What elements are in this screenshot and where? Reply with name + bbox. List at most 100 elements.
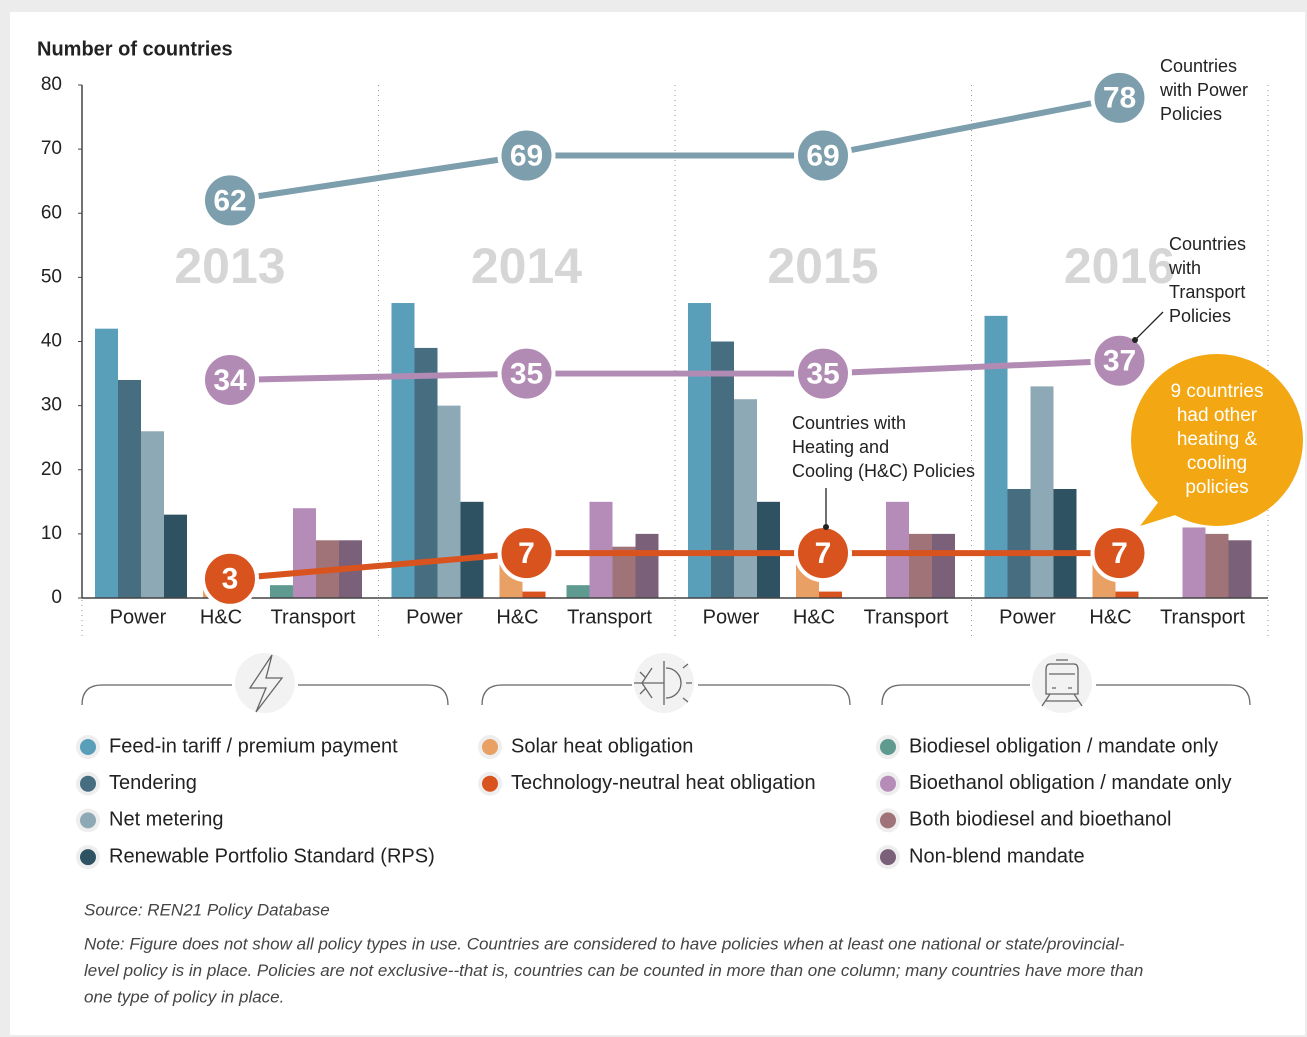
line-point [794, 344, 852, 403]
y-tick-label: 30 [41, 395, 62, 416]
line-annotation: with Power [1159, 80, 1248, 100]
bar [164, 514, 187, 598]
bar [734, 399, 757, 598]
bar [1205, 533, 1229, 598]
point-label: 69 [806, 139, 839, 172]
legend-swatch [482, 775, 498, 792]
y-tick-label: 60 [41, 202, 62, 223]
point-label: 69 [510, 139, 543, 172]
bar [460, 501, 484, 598]
legend-label: Solar heat obligation [511, 735, 693, 757]
bar [819, 591, 842, 598]
line [229, 94, 1121, 204]
bar [437, 405, 461, 598]
x-tick-label: Transport [271, 606, 356, 628]
callout-text: heating & [1177, 429, 1258, 450]
legend-swatch [880, 812, 896, 829]
year-label: 2016 [1064, 238, 1175, 294]
x-tick-label: H&C [200, 606, 242, 628]
year-label: 2015 [767, 238, 878, 294]
legend-swatch [80, 775, 96, 792]
bar [589, 501, 613, 598]
line-annotation: Countries with [792, 413, 906, 433]
legend-swatch [880, 739, 896, 755]
bar [293, 508, 316, 598]
bar [1053, 488, 1077, 598]
bar [886, 501, 909, 598]
bar [612, 546, 636, 598]
line-point [1090, 68, 1149, 127]
callout-text: cooling [1187, 453, 1247, 474]
note: level policy is in place. Policies are n… [84, 961, 1143, 980]
bar [1182, 527, 1206, 598]
note: one type of policy in place. [84, 987, 284, 1006]
legend-label: Tendering [109, 772, 197, 794]
line-point [1090, 524, 1149, 583]
legend-label: Non-blend mandate [909, 845, 1085, 867]
bar [932, 533, 955, 598]
callout-bubble [1140, 500, 1185, 526]
line-annotation: Cooling (H&C) Policies [792, 461, 975, 481]
legend-label: Bioethanol obligation / mandate only [909, 772, 1231, 794]
line-annotation: Transport [1169, 282, 1245, 302]
legend-swatch [80, 739, 96, 755]
x-tick-label: Transport [1160, 606, 1245, 628]
y-tick-label: 50 [41, 266, 62, 287]
line [229, 550, 1120, 582]
x-tick-label: Transport [567, 606, 652, 628]
y-tick-label: 20 [41, 459, 62, 480]
bar [757, 501, 780, 598]
card [10, 12, 1305, 1035]
y-axis-title: Number of countries [37, 38, 233, 60]
point-label: 7 [815, 537, 832, 570]
legend-swatch [80, 849, 96, 866]
point-label: 78 [1103, 82, 1136, 115]
point-label: 3 [222, 563, 239, 596]
legend-swatch [880, 849, 896, 866]
point-label: 7 [1111, 537, 1128, 570]
line-point [497, 344, 556, 403]
bar [711, 341, 734, 598]
callout-text: policies [1185, 477, 1248, 498]
leader-dot [823, 524, 829, 530]
bar [566, 585, 590, 598]
x-tick-label: Power [999, 606, 1056, 628]
y-tick-label: 80 [41, 74, 62, 95]
line-point [201, 171, 259, 230]
callout-text: had other [1177, 405, 1258, 426]
point-label: 34 [213, 364, 247, 397]
bar [270, 585, 293, 598]
line-annotation: Countries [1160, 56, 1237, 76]
legend-swatch [80, 812, 96, 829]
bar [522, 591, 546, 598]
note: Note: Figure does not show all policy ty… [84, 934, 1125, 953]
x-tick-label: Power [110, 606, 167, 628]
y-tick-label: 70 [41, 138, 62, 159]
bar [1115, 591, 1139, 598]
bar [95, 328, 118, 598]
y-tick-label: 0 [51, 587, 62, 608]
line-annotation: with [1168, 258, 1201, 278]
line-point [794, 524, 852, 583]
x-tick-label: H&C [793, 606, 835, 628]
line-point [201, 549, 259, 608]
point-label: 35 [510, 357, 543, 390]
legend-label: Net metering [109, 809, 224, 831]
bar [118, 379, 141, 598]
x-tick-label: H&C [496, 606, 538, 628]
bar [141, 431, 164, 598]
x-tick-label: Transport [864, 606, 949, 628]
legend-label: Renewable Portfolio Standard (RPS) [109, 845, 435, 867]
point-label: 35 [806, 357, 839, 390]
source: Source: REN21 Policy Database [84, 900, 330, 919]
legend-label: Feed-in tariff / premium payment [109, 735, 398, 757]
x-tick-label: Power [703, 606, 760, 628]
line-point [497, 126, 556, 185]
line-annotation: Heating and [792, 437, 889, 457]
bar [635, 533, 659, 598]
callout-bubble [1131, 354, 1303, 526]
legend-frames [81, 653, 1251, 713]
leader [1134, 311, 1164, 341]
line-annotation: Policies [1169, 306, 1231, 326]
